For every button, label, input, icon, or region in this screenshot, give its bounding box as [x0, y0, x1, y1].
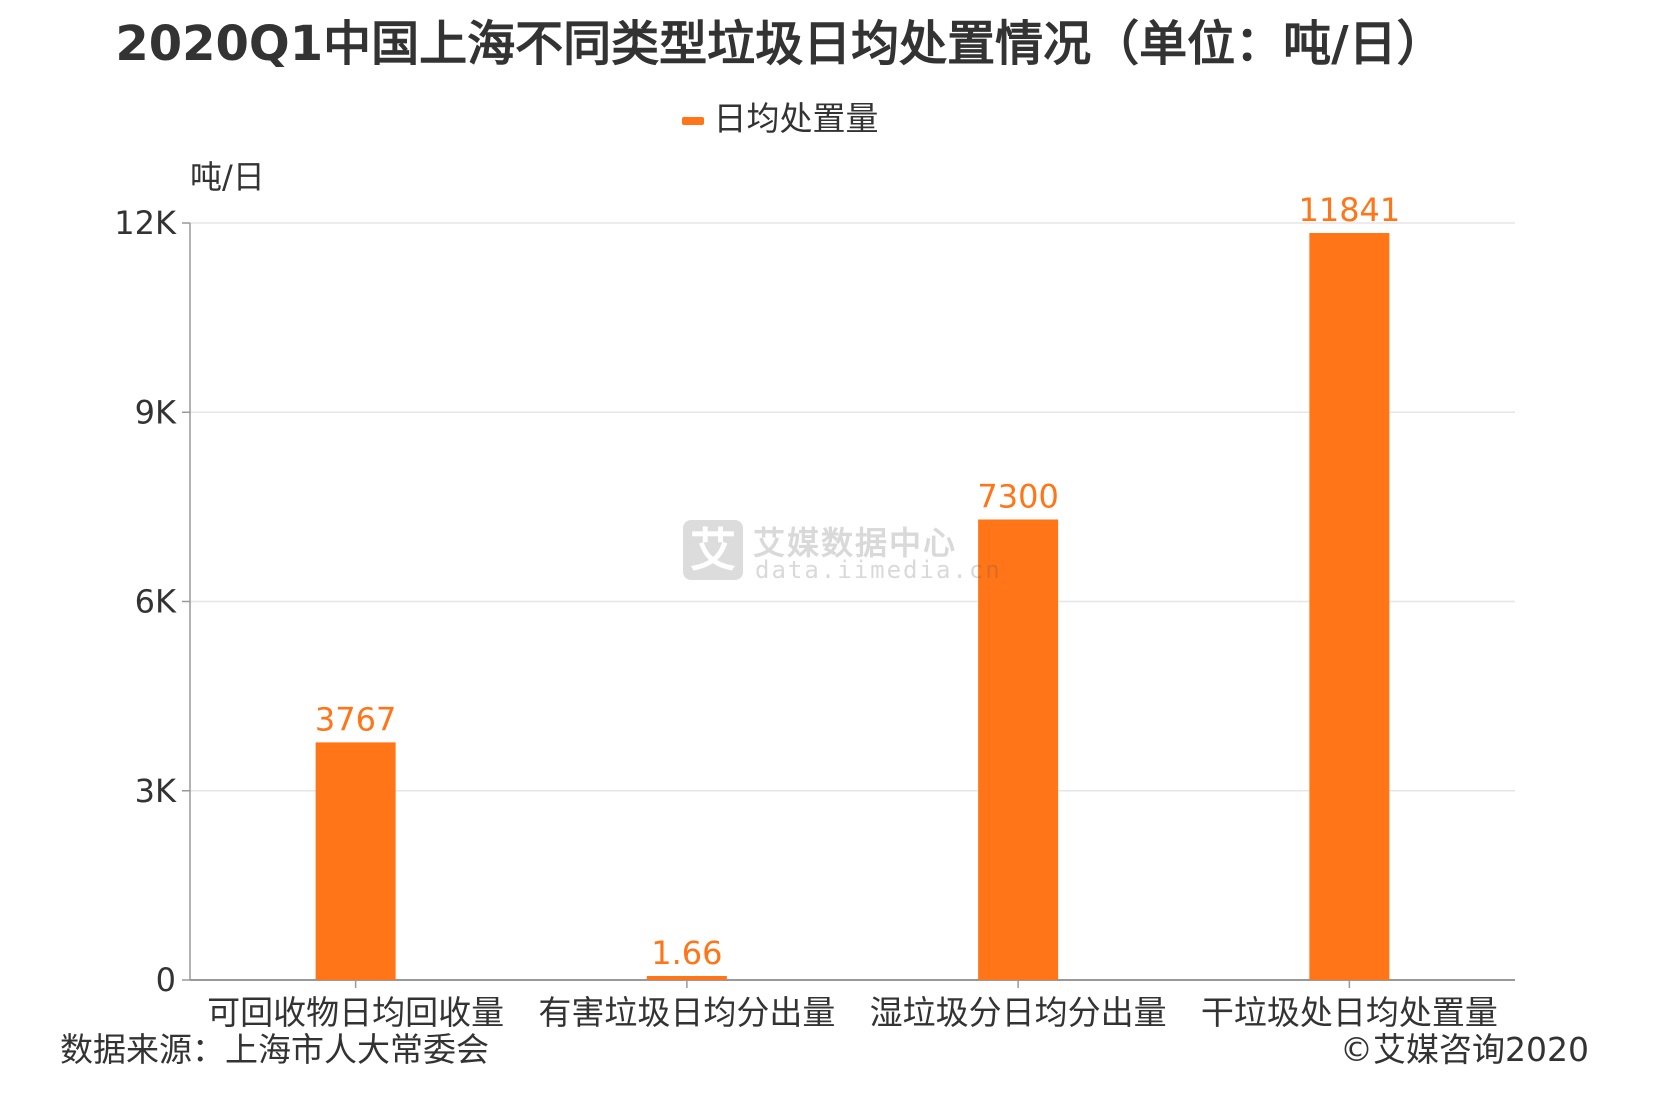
y-axis-unit-label: 吨/日: [190, 158, 265, 196]
data-source: 数据来源：上海市人大常委会: [60, 1030, 489, 1069]
legend-swatch: [681, 116, 704, 125]
y-tick-label: 9K: [135, 393, 177, 431]
y-tick-label: 12K: [114, 204, 177, 242]
y-tick-label: 3K: [135, 772, 177, 810]
x-tick-label: 可回收物日均回收量: [207, 993, 504, 1032]
bar: [315, 742, 396, 980]
data-label: 11841: [1298, 191, 1400, 229]
watermark-url: data.iimedia.cn: [755, 556, 1002, 584]
bar: [1309, 233, 1390, 980]
x-tick-label: 湿垃圾分日均分出量: [870, 993, 1167, 1032]
data-label: 3767: [315, 700, 396, 738]
legend-label: 日均处置量: [713, 99, 879, 138]
watermark-logo-icon: 艾: [683, 520, 743, 580]
legend[interactable]: 日均处置量: [0, 92, 1560, 140]
watermark: 艾 艾媒数据中心 data.iimedia.cn: [683, 520, 1000, 590]
y-tick-label: 0: [156, 961, 176, 999]
x-tick-label: 干垃圾处日均处置量: [1201, 993, 1498, 1032]
data-label: 7300: [977, 477, 1058, 515]
bar: [978, 519, 1059, 980]
watermark-brand: 艾媒数据中心: [753, 524, 958, 562]
x-tick-label: 有害垃圾日均分出量: [538, 993, 835, 1032]
data-label: 1.66: [651, 934, 722, 972]
y-tick-label: 6K: [135, 583, 177, 621]
chart-title: 2020Q1中国上海不同类型垃圾日均处置情况（单位：吨/日）: [115, 16, 1445, 72]
bar: [646, 976, 727, 980]
copyright: ©艾媒咨询2020: [1340, 1030, 1589, 1069]
